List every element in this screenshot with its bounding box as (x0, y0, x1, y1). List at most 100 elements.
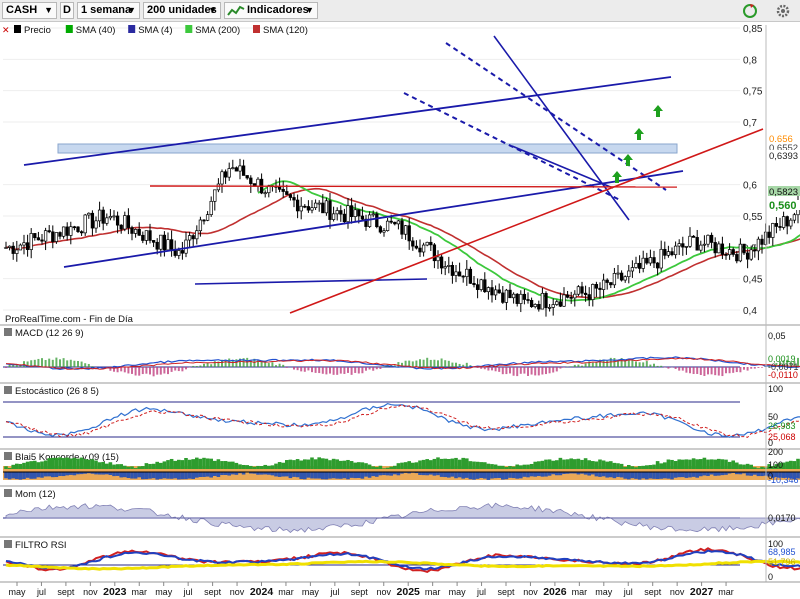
koncorde-green-bar (537, 461, 541, 469)
legend-swatch (14, 25, 21, 33)
price-candle (421, 244, 426, 253)
macd-histogram-bar (159, 367, 162, 375)
koncorde-blue-bar (709, 472, 714, 475)
macd-histogram-bar (109, 367, 112, 371)
koncorde-blue-bar (389, 472, 393, 476)
koncorde-green-bar (533, 461, 537, 469)
koncorde-green-bar (472, 461, 476, 469)
symbol-selector[interactable]: CASH ▼ (2, 2, 57, 19)
koncorde-blue-bar (87, 472, 91, 474)
koncorde-blue-bar (497, 472, 501, 478)
x-axis-label: mar (718, 587, 734, 597)
koncorde-blue-bar (339, 472, 343, 479)
koncorde-green-bar (454, 457, 458, 469)
koncorde-green-bar (789, 460, 793, 469)
price-candle (97, 209, 102, 222)
price-tag (768, 186, 800, 196)
koncorde-blue-bar (209, 472, 213, 478)
koncorde-blue-bar (767, 472, 771, 477)
macd-histogram-bar (372, 367, 375, 371)
indicators-button[interactable]: Indicadores ▼ (224, 2, 318, 19)
macd-histogram-bar (145, 367, 148, 374)
koncorde-blue-bar (61, 472, 66, 477)
x-axis-label: may (449, 587, 467, 597)
koncorde-green-bar (112, 464, 116, 469)
price-candle (594, 284, 599, 289)
price-candle (187, 235, 192, 241)
macd-histogram-bar (667, 367, 670, 369)
macd-histogram-bar (213, 361, 216, 367)
koncorde-blue-bar (105, 472, 109, 475)
koncorde-blue-bar (220, 472, 224, 476)
price-candle (493, 289, 498, 296)
price-candle (792, 214, 797, 221)
chart-area[interactable]: 0,850,80,750,70,60,550,50,450,4✕ Precio SM… (0, 22, 800, 599)
macd-histogram-bar (757, 367, 760, 368)
price-candle (216, 183, 221, 191)
koncorde-blue-bar (465, 472, 469, 478)
price-candle (785, 216, 789, 227)
koncorde-blue-bar (198, 472, 203, 478)
macd-histogram-bar (530, 367, 533, 375)
macd-histogram-bar (368, 367, 371, 370)
price-candle (209, 200, 213, 215)
legend-swatch (65, 25, 73, 33)
koncorde-blue-bar (112, 472, 116, 477)
koncorde-green-bar (673, 461, 678, 469)
macd-histogram-bar (116, 367, 119, 373)
stoch-axis-label: 50 (768, 412, 778, 422)
koncorde-axis-label: 0 (768, 471, 773, 481)
koncorde-green-bar (695, 459, 699, 469)
koncorde-green-bar (209, 458, 213, 469)
macd-histogram-bar (426, 357, 429, 367)
price-candle (443, 266, 447, 269)
macd-histogram-bar (69, 359, 72, 367)
koncorde-blue-bar (623, 472, 627, 479)
price-candle (497, 289, 501, 294)
koncorde-blue-bar (223, 472, 228, 475)
panel-title: Blai5 Koncorde v.09 (15) (15, 452, 119, 463)
macd-histogram-bar (131, 367, 133, 374)
koncorde-blue-bar (33, 472, 37, 479)
price-tag-label: 0,656 (769, 134, 793, 145)
refresh-icon[interactable] (741, 2, 759, 20)
price-candle (328, 200, 332, 220)
koncorde-blue-bar (706, 472, 710, 476)
price-candle (51, 231, 55, 242)
macd-histogram-bar (732, 367, 735, 373)
period-badge[interactable]: D (60, 2, 74, 19)
price-candle (241, 165, 246, 176)
price-candle (389, 220, 393, 223)
macd-histogram-bar (465, 362, 468, 367)
units-selector[interactable]: 200 unidades ▼ (143, 2, 221, 19)
gear-icon[interactable] (775, 3, 791, 19)
koncorde-blue-bar (555, 472, 559, 476)
price-candle (630, 267, 635, 272)
price-candle (65, 226, 69, 236)
koncorde-blue-bar (702, 472, 707, 476)
x-axis-label: sept (497, 587, 515, 597)
koncorde-blue-bar (789, 472, 793, 479)
timeframe-selector[interactable]: 1 semana ▼ (77, 2, 140, 19)
koncorde-green-bar (317, 457, 321, 469)
koncorde-blue-bar (7, 472, 12, 480)
price-candle (105, 217, 109, 224)
price-candle (501, 292, 505, 303)
macd-histogram-bar (678, 367, 681, 371)
price-candle (144, 230, 149, 241)
price-candle (486, 287, 491, 293)
macd-histogram-bar (681, 367, 684, 371)
koncorde-blue-bar (274, 472, 278, 477)
price-candle (781, 216, 786, 228)
koncorde-green-bar (742, 464, 746, 469)
koncorde-blue-bar (421, 472, 426, 476)
koncorde-blue-bar (454, 472, 458, 479)
koncorde-green-bar (364, 463, 368, 469)
koncorde-green-bar (245, 465, 249, 469)
price-candle (580, 286, 584, 294)
macd-histogram-bar (361, 367, 364, 374)
macd-histogram-bar (311, 367, 313, 373)
koncorde-green-bar (151, 463, 156, 469)
price-tag (768, 133, 800, 143)
macd-histogram-bar (789, 361, 792, 367)
